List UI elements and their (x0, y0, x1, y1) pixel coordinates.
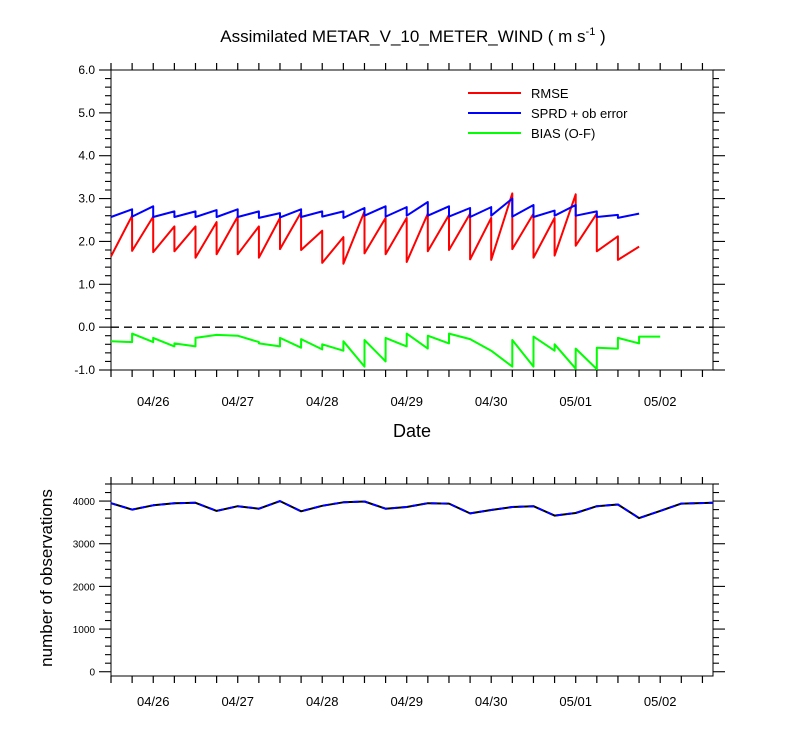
top-x-tick-labels: 04/26 04/27 04/28 04/29 04/30 05/01 05/02 (137, 394, 676, 409)
x-tick-label: 04/26 (137, 394, 170, 409)
x-tick-label: 04/26 (137, 694, 170, 709)
top-series-lines (110, 192, 661, 371)
y-tick-label: 5.0 (78, 106, 95, 120)
y-tick-label: 0 (89, 668, 95, 679)
series-line-bias-o-f (110, 332, 661, 371)
x-tick-label: 04/30 (475, 394, 508, 409)
legend: RMSE SPRD + ob error BIAS (O-F) (468, 86, 628, 141)
top-axis-ticks (99, 63, 725, 377)
series-line-sprd-ob-error (110, 197, 640, 219)
x-tick-label: 04/28 (306, 394, 339, 409)
x-tick-label: 04/29 (390, 394, 423, 409)
chart-title: Assimilated METAR_V_10_METER_WIND ( m s-… (220, 26, 605, 46)
y-tick-label: 1000 (73, 625, 96, 636)
x-axis-label: Date (393, 421, 431, 441)
bottom-x-tick-labels: 04/26 04/27 04/28 04/29 04/30 05/01 05/02 (137, 694, 676, 709)
x-tick-label: 04/29 (390, 694, 423, 709)
x-tick-label: 05/01 (559, 394, 592, 409)
x-tick-label: 05/01 (559, 694, 592, 709)
y-tick-label: 1.0 (78, 277, 95, 291)
y-tick-label: 4000 (73, 497, 96, 508)
y-axis-label-observations: number of observations (37, 489, 56, 667)
legend-label: BIAS (O-F) (531, 126, 595, 141)
x-tick-label: 04/27 (221, 394, 254, 409)
y-tick-label: 3.0 (78, 192, 95, 206)
bottom-series-lines (110, 500, 714, 520)
legend-label: RMSE (531, 86, 569, 101)
y-tick-label: 4.0 (78, 149, 95, 163)
bottom-axis-ticks (99, 477, 725, 683)
bottom-plot: 04/26 04/27 04/28 04/29 04/30 05/01 05/02 0 100… (37, 477, 725, 709)
y-tick-label: 6.0 (78, 63, 95, 77)
series-line-rmse (110, 192, 640, 265)
x-tick-label: 04/27 (221, 694, 254, 709)
y-tick-label: 3000 (73, 540, 96, 551)
y-tick-label: 0.0 (78, 320, 95, 334)
y-tick-label: 2000 (73, 582, 96, 593)
top-plot: 04/26 04/27 04/28 04/29 04/30 05/01 05/02 -1.0… (74, 63, 725, 441)
bottom-plot-frame (110, 483, 714, 677)
series-line-obs-0 (110, 500, 714, 520)
legend-label: SPRD + ob error (531, 106, 628, 121)
top-y-tick-labels: -1.0 0.0 1.0 2.0 3.0 4.0 5.0 6.0 (74, 63, 95, 377)
bottom-y-tick-labels: 0 1000 2000 3000 4000 (73, 497, 96, 679)
x-tick-label: 05/02 (644, 694, 677, 709)
x-tick-label: 05/02 (644, 394, 677, 409)
y-tick-label: -1.0 (74, 363, 95, 377)
series-line-obs-1 (110, 500, 714, 520)
top-plot-frame (110, 69, 714, 371)
y-tick-label: 2.0 (78, 234, 95, 248)
x-tick-label: 04/30 (475, 694, 508, 709)
x-tick-label: 04/28 (306, 694, 339, 709)
